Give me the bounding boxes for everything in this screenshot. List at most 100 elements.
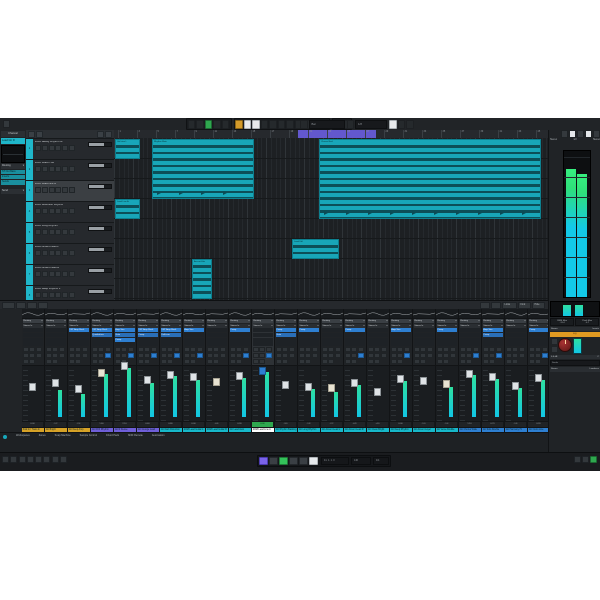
insert-slot[interactable]	[45, 333, 67, 338]
channel-quick-button[interactable]	[334, 346, 342, 353]
eq-curve-display[interactable]	[229, 309, 251, 319]
insert-slot[interactable]: Amp Sim	[183, 328, 205, 333]
channel-quick-button[interactable]	[449, 352, 457, 359]
insert-slot[interactable]	[229, 337, 251, 342]
routing-slot[interactable]: Routing ▾	[321, 319, 343, 324]
split-icon[interactable]	[252, 119, 260, 129]
chevron-down-icon[interactable]: ▾	[455, 324, 457, 327]
channel-gain-value[interactable]: 0.00	[390, 422, 412, 427]
channel-quick-button[interactable]	[81, 352, 89, 359]
channel-quick-button[interactable]	[357, 346, 365, 353]
channel-quick-button[interactable]	[259, 352, 266, 359]
channel-fader[interactable]	[213, 377, 220, 386]
mute-icon[interactable]	[35, 208, 41, 214]
channel-quick-button[interactable]	[367, 352, 374, 359]
eq-curve-display[interactable]	[482, 309, 504, 319]
insert-slot[interactable]: Comp	[344, 328, 366, 333]
input-slot[interactable]: Stereo In ▾	[321, 323, 343, 328]
insert-slot[interactable]	[206, 333, 228, 338]
mixer-hide-icon[interactable]	[491, 301, 501, 309]
fader-area[interactable]	[367, 364, 389, 422]
routing-slot[interactable]: Routing ▾	[275, 319, 297, 324]
routing-slot[interactable]: Routing ▾	[344, 319, 366, 324]
channel-quick-button[interactable]	[137, 358, 144, 365]
eq-curve-display[interactable]	[528, 309, 548, 319]
eq-curve-display[interactable]	[160, 309, 182, 319]
audio-clip[interactable]: Lead Dbl	[292, 239, 339, 259]
monitor-icon[interactable]	[55, 208, 62, 214]
channel-quick-button[interactable]	[22, 346, 29, 353]
channel-gain-value[interactable]: 0.00	[22, 422, 44, 427]
insert-slot[interactable]	[45, 342, 67, 347]
channel-strip[interactable]: Routing ▾ Stereo In ▾ Amp Sim 0.00 2018 Lead G…	[183, 309, 206, 433]
track-volume-slider[interactable]	[88, 226, 112, 231]
lock-icon[interactable]	[68, 166, 75, 172]
fader-area[interactable]	[22, 364, 44, 422]
eq-curve-display[interactable]	[321, 309, 343, 319]
insert-slot[interactable]	[22, 337, 44, 342]
solo-icon[interactable]	[41, 208, 48, 214]
mixer-find-icon[interactable]	[480, 301, 490, 309]
channel-gain-value[interactable]: -2.2	[321, 422, 343, 427]
chevron-down-icon[interactable]: ▾	[363, 320, 365, 323]
input-slot[interactable]: Stereo In ▾	[45, 323, 67, 328]
channel-quick-button[interactable]	[114, 352, 121, 359]
fader-area[interactable]	[436, 364, 458, 422]
insert-slot[interactable]	[298, 333, 320, 338]
input-slot[interactable]: Stereo In ▾	[413, 323, 435, 328]
mixer-tab[interactable]: Workspaces	[16, 434, 30, 438]
quantize-icon[interactable]	[389, 119, 397, 129]
channel-quick-button[interactable]	[121, 346, 128, 353]
channel-quick-button[interactable]	[288, 346, 296, 353]
channel-name-label[interactable]: Gtr Lead Auto	[229, 426, 251, 433]
insert-slot[interactable]	[183, 342, 205, 347]
input-slot[interactable]: Stereo In ▾	[367, 323, 389, 328]
channel-quick-button[interactable]	[259, 358, 266, 365]
master-insert-slot[interactable]: EQ	[550, 332, 600, 337]
channel-name-label[interactable]: Gtr Rhythm Backing	[275, 426, 297, 433]
channel-quick-button[interactable]	[114, 358, 121, 365]
insert-slot[interactable]	[505, 337, 527, 342]
insert-slot[interactable]	[22, 328, 44, 333]
track-volume-slider[interactable]	[88, 289, 112, 294]
input-slot[interactable]: Stereo In ▾	[183, 323, 205, 328]
channel-quick-button[interactable]	[22, 358, 29, 365]
insert-slot[interactable]	[482, 337, 504, 342]
channel-quick-button[interactable]	[344, 346, 351, 353]
insert-slot[interactable]	[206, 328, 228, 333]
record-enable-icon[interactable]	[48, 208, 55, 214]
channel-strip[interactable]: Routing ▾ Stereo In ▾ VST Amp Rack Comp 0.40 Gt…	[137, 309, 160, 433]
channel-quick-button[interactable]	[75, 358, 82, 365]
midi-activity-icon[interactable]	[590, 456, 597, 463]
insert-slot[interactable]: Comp	[275, 328, 297, 333]
arrangement-area[interactable]: 1 3 5 7 9 11 13 15 17 19 21 23 25 27 29 31 33 35 37 39 41 43 4…	[114, 130, 548, 300]
channel-strip[interactable]: Routing ▾ Stereo In ▾ 1.10 Gtr Chorus Wide	[459, 309, 482, 433]
channel-quick-button[interactable]	[305, 358, 312, 365]
edit-channel-icon[interactable]	[62, 292, 69, 298]
track-name[interactable]: 2018 Deep Rhythm L	[35, 288, 61, 290]
channel-quick-button[interactable]	[35, 346, 43, 353]
eq-curve-display[interactable]	[436, 309, 458, 319]
channel-gain-value[interactable]: 1.60	[91, 422, 113, 427]
channel-gain-value[interactable]: 0.00	[183, 422, 205, 427]
insert-slot[interactable]	[252, 328, 274, 333]
chevron-down-icon[interactable]: ▾	[179, 324, 181, 327]
fader-area[interactable]	[160, 364, 182, 422]
input-slot[interactable]: Stereo In ▾	[91, 323, 113, 328]
link-icon[interactable]	[221, 119, 229, 129]
channel-quick-button[interactable]	[45, 358, 52, 365]
channel-name-label[interactable]: Gtr Clean Bright	[367, 426, 389, 433]
insert-slot[interactable]	[413, 333, 435, 338]
routing-slot[interactable]: Routing ▾	[528, 319, 548, 324]
monitor-icon[interactable]	[55, 250, 62, 256]
channel-gain-value[interactable]: 0.40	[137, 422, 159, 427]
insert-slot[interactable]	[252, 337, 274, 342]
channel-fader[interactable]	[397, 375, 404, 384]
insert-slot[interactable]	[183, 337, 205, 342]
channel-quick-button[interactable]	[535, 352, 542, 359]
insert-slot[interactable]	[252, 342, 274, 347]
channel-quick-button[interactable]	[206, 352, 213, 359]
channel-quick-button[interactable]	[206, 358, 213, 365]
insert-slot[interactable]	[298, 342, 320, 347]
fader-area[interactable]	[344, 364, 366, 422]
